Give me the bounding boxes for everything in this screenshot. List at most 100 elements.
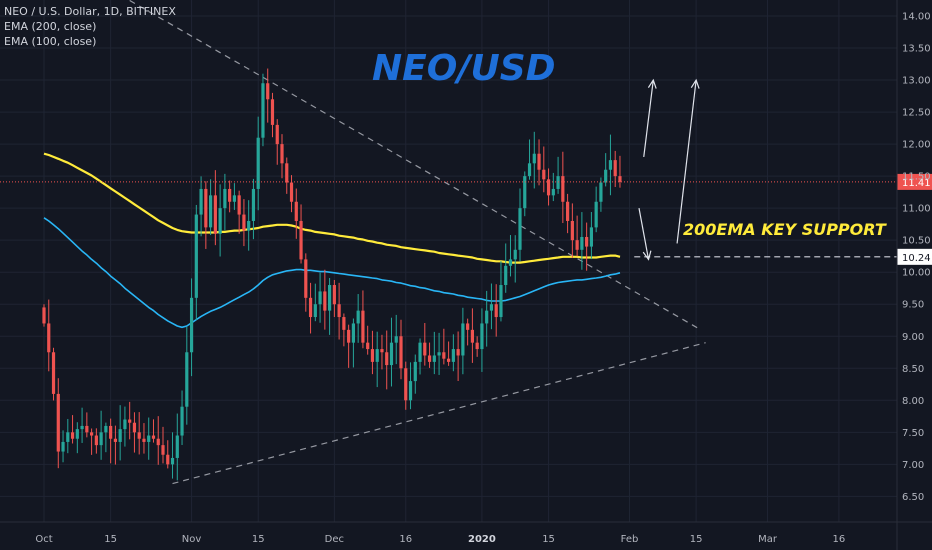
candle-body <box>366 342 370 350</box>
candle-body <box>180 406 184 436</box>
candle-body <box>461 323 465 356</box>
candle-body <box>361 310 365 343</box>
candle-body <box>94 435 98 446</box>
candle-body <box>251 188 256 221</box>
candle-body <box>404 368 408 401</box>
candle-body <box>85 425 89 433</box>
candle-body <box>447 358 451 362</box>
candle-body <box>451 349 455 362</box>
candle-body <box>56 393 60 452</box>
time-axis[interactable]: Oct 15 Nov 15 Dec 16 2020 15 Feb 15 Mar 16 <box>0 521 932 545</box>
candle-body <box>61 441 65 452</box>
grid <box>0 0 897 522</box>
price-tick-label: 7.00 <box>902 460 924 471</box>
candle-body <box>285 163 289 183</box>
candle-body <box>66 432 70 442</box>
price-axis[interactable]: 14.00 13.50 13.00 12.50 12.00 11.50 11.00 10.50… <box>896 0 931 550</box>
candle-body <box>99 432 103 446</box>
candle-body <box>328 285 332 311</box>
ema-lines <box>43 152 621 329</box>
candle-body <box>237 195 241 215</box>
candle-body <box>104 425 108 433</box>
candle-body <box>566 201 570 221</box>
candle-body <box>323 291 327 311</box>
price-tick-label: 13.00 <box>902 76 931 87</box>
candle-body <box>280 144 284 164</box>
price-tick-label: 8.00 <box>902 396 924 407</box>
time-tick-label: 16 <box>833 534 846 545</box>
candle-body <box>128 419 132 423</box>
support-annotation: 200EMA KEY SUPPORT <box>683 220 886 239</box>
ema200-line <box>43 152 621 264</box>
time-tick-label: Dec <box>325 534 344 545</box>
candle-body <box>599 182 603 202</box>
candle-body <box>494 304 498 318</box>
candle-body <box>380 349 384 353</box>
price-tick-label: 12.50 <box>902 108 931 119</box>
price-tick-label: 14.00 <box>902 12 931 23</box>
projection-arrowhead <box>647 78 657 89</box>
candle-body <box>194 214 198 298</box>
candle-body <box>485 310 489 324</box>
candle-body <box>80 425 84 430</box>
candle-body <box>337 304 341 318</box>
time-tick-label: Nov <box>182 534 202 545</box>
candle-body <box>189 297 194 353</box>
candle-body <box>375 349 379 362</box>
candle-body <box>613 160 617 177</box>
candle-body <box>351 323 355 343</box>
support-price-badge-text: 10.24 <box>902 253 931 264</box>
candle-body <box>218 208 222 234</box>
candle-body <box>123 419 127 430</box>
candle-body <box>213 195 217 234</box>
projection-arrow <box>638 208 650 260</box>
legend-symbol[interactable]: NEO / U.S. Dollar, 1D, BITFINEX <box>4 5 176 18</box>
price-tick-label: 9.00 <box>902 332 924 343</box>
candle-body <box>161 445 165 455</box>
candle-body <box>242 214 246 231</box>
candle-body <box>223 188 227 209</box>
time-tick-label: Oct <box>35 534 52 545</box>
candle-body <box>518 208 522 250</box>
candle-body <box>275 124 279 145</box>
candle-body <box>608 160 613 170</box>
trendline-descending-resistance <box>127 0 702 331</box>
price-tick-label: 11.00 <box>902 204 931 215</box>
candle-body <box>432 355 436 362</box>
candle-body <box>247 220 251 231</box>
candle-body <box>580 236 584 250</box>
chart-legend: NEO / U.S. Dollar, 1D, BITFINEX EMA (200… <box>4 4 176 49</box>
candle-body <box>266 83 270 100</box>
candle-body <box>142 438 146 442</box>
time-tick-label: 15 <box>690 534 703 545</box>
candle-body <box>228 188 232 202</box>
candle-body <box>394 336 398 343</box>
candle-body <box>175 435 179 458</box>
candle-body <box>132 422 137 433</box>
candle-body <box>299 220 303 260</box>
candle-body <box>270 99 275 125</box>
candle-body <box>466 323 470 330</box>
candle-body <box>209 195 213 228</box>
projection-arrow <box>643 79 654 157</box>
candle-body <box>356 310 360 324</box>
candle-body <box>475 342 479 350</box>
candle-body <box>437 352 441 356</box>
candle-body <box>113 438 117 442</box>
candle-body <box>423 342 427 356</box>
legend-ema100[interactable]: EMA (100, close) <box>4 35 97 48</box>
price-tick-label: 10.00 <box>902 268 931 279</box>
candle-body <box>385 352 389 366</box>
legend-ema200[interactable]: EMA (200, close) <box>4 20 97 33</box>
candle-body <box>418 342 422 362</box>
candle-body <box>594 201 598 228</box>
candle-body <box>527 163 532 177</box>
candle-body <box>408 381 413 401</box>
pair-title: NEO/USD <box>372 48 556 89</box>
time-tick-label: 15 <box>542 534 555 545</box>
candle-body <box>294 201 298 221</box>
candle-body <box>170 457 175 465</box>
candle-body <box>575 240 579 250</box>
candle-body <box>261 83 265 138</box>
